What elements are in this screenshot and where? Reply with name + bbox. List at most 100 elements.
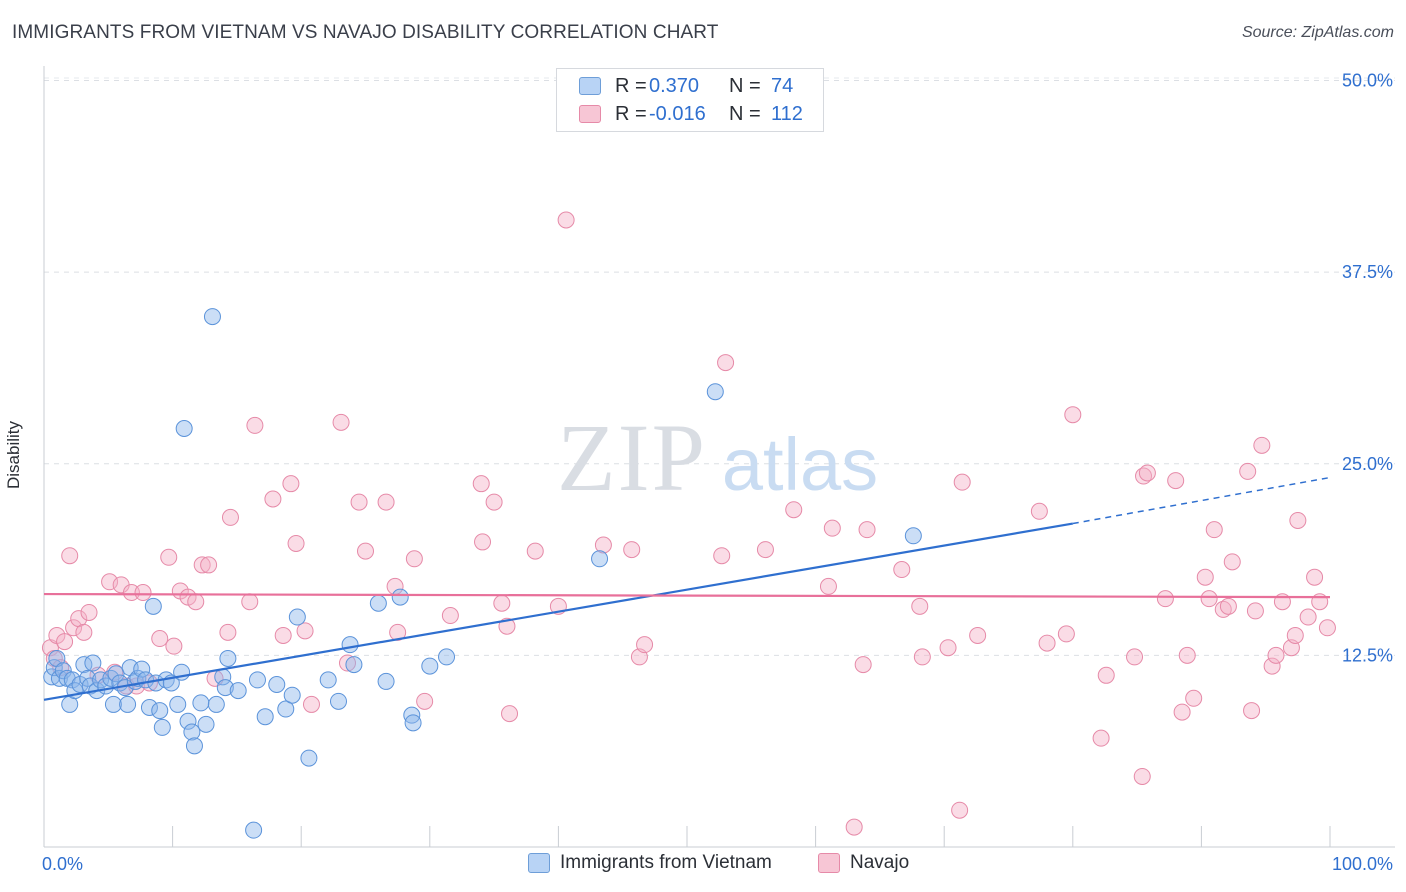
- navajo-point: [302, 695, 320, 713]
- navajo-point: [939, 639, 957, 657]
- navajo-point: [1253, 436, 1271, 454]
- navajo-point: [75, 623, 93, 641]
- vietnam-point: [404, 714, 422, 732]
- vietnam-point: [248, 671, 266, 689]
- x-tick-label: 100.0%: [1332, 854, 1393, 874]
- trend-line-vietnam: [43, 522, 1073, 701]
- watermark: ZIP atlas: [557, 404, 878, 511]
- navajo-point: [165, 637, 183, 655]
- navajo-point: [1196, 568, 1214, 586]
- chart-title: IMMIGRANTS FROM VIETNAM VS NAVAJO DISABI…: [12, 22, 719, 43]
- navajo-point: [332, 413, 350, 431]
- navajo-point: [1173, 703, 1191, 721]
- navajo-point: [501, 705, 519, 723]
- vietnam-point: [216, 679, 234, 697]
- navajo-point: [474, 533, 492, 551]
- series-legend: Immigrants from Vietnam Navajo: [0, 852, 1406, 878]
- vietnam-point: [107, 665, 125, 683]
- navajo-point: [338, 654, 356, 672]
- navajo-point: [1038, 634, 1056, 652]
- vietnam-point: [438, 648, 456, 666]
- navajo-point: [80, 603, 98, 621]
- legend-n-value: 112: [771, 102, 803, 125]
- source-credit: Source: ZipAtlas.com: [1241, 24, 1394, 41]
- navajo-point: [472, 475, 490, 493]
- navajo-point: [296, 622, 314, 640]
- navajo-point: [1306, 568, 1324, 586]
- navajo-point: [416, 692, 434, 710]
- tick-labels: 12.5% 25.0% 37.5% 50.0% 0.0% 100.0%: [42, 71, 1393, 875]
- vietnam-point: [151, 702, 169, 720]
- navajo-point: [221, 508, 239, 526]
- trend-line-navajo: [43, 592, 1331, 599]
- navajo-point: [1318, 619, 1336, 637]
- navajo-point: [274, 626, 292, 644]
- navajo-point: [1239, 462, 1257, 480]
- vietnam-point: [300, 749, 318, 767]
- x-tick-label: 0.0%: [42, 854, 83, 874]
- vietnam-point: [904, 527, 922, 545]
- legend-swatch-vietnam: [528, 853, 550, 873]
- navajo-point: [377, 493, 395, 511]
- navajo-point: [623, 541, 641, 559]
- series-navajo-points: [41, 211, 1336, 836]
- vietnam-point: [75, 656, 93, 674]
- navajo-point: [1064, 406, 1082, 424]
- navajo-point: [717, 354, 735, 372]
- navajo-point: [819, 577, 837, 595]
- vietnam-point: [277, 700, 295, 718]
- legend-swatch-vietnam: [579, 77, 601, 95]
- navajo-point: [893, 561, 911, 579]
- vietnam-point: [268, 676, 286, 694]
- vietnam-point: [175, 419, 193, 437]
- legend-item-navajo[interactable]: Navajo: [818, 852, 909, 874]
- vietnam-point: [329, 692, 347, 710]
- navajo-point: [200, 556, 218, 574]
- vietnam-point: [421, 657, 439, 675]
- navajo-point: [1267, 646, 1285, 664]
- vietnam-point: [219, 649, 237, 667]
- navajo-point: [1219, 597, 1237, 615]
- navajo-point: [287, 534, 305, 552]
- navajo-point: [151, 630, 169, 648]
- navajo-point: [1092, 729, 1110, 747]
- y-tick-label: 37.5%: [1342, 262, 1393, 282]
- vietnam-point: [207, 695, 225, 713]
- navajo-point: [1223, 553, 1241, 571]
- legend-row-navajo: R = -0.016 N = 112: [579, 102, 803, 126]
- y-tick-label: 50.0%: [1342, 71, 1393, 91]
- y-tick-label: 25.0%: [1342, 454, 1393, 474]
- legend-r-value: -0.016: [649, 102, 706, 125]
- legend-swatch-navajo: [818, 853, 840, 873]
- navajo-point: [1246, 602, 1264, 620]
- navajo-point: [785, 501, 803, 519]
- navajo-point: [389, 623, 407, 641]
- navajo-point: [134, 584, 152, 602]
- navajo-point: [1133, 767, 1151, 785]
- legend-row-vietnam: R = 0.370 N = 74: [579, 74, 793, 98]
- navajo-point: [241, 593, 259, 611]
- legend-r-label: R =: [615, 102, 647, 125]
- vietnam-point: [283, 686, 301, 704]
- navajo-point: [219, 623, 237, 641]
- navajo-point: [1289, 511, 1307, 529]
- navajo-point: [526, 542, 544, 560]
- navajo-point: [1243, 702, 1261, 720]
- navajo-point: [1097, 666, 1115, 684]
- vietnam-point: [185, 737, 203, 755]
- navajo-point: [485, 493, 503, 511]
- navajo-point: [953, 473, 971, 491]
- navajo-point: [1299, 608, 1317, 626]
- navajo-point: [441, 607, 459, 625]
- navajo-point: [636, 636, 654, 654]
- legend-item-vietnam[interactable]: Immigrants from Vietnam: [528, 852, 772, 874]
- legend-swatch-navajo: [579, 105, 601, 123]
- navajo-point: [969, 626, 987, 644]
- navajo-point: [756, 541, 774, 559]
- navajo-point: [1185, 689, 1203, 707]
- navajo-point: [1030, 502, 1048, 520]
- legend-r-value: 0.370: [649, 74, 700, 97]
- vietnam-point: [102, 669, 120, 687]
- correlation-legend: R = 0.370 N = 74 R = -0.016 N = 112: [556, 68, 824, 132]
